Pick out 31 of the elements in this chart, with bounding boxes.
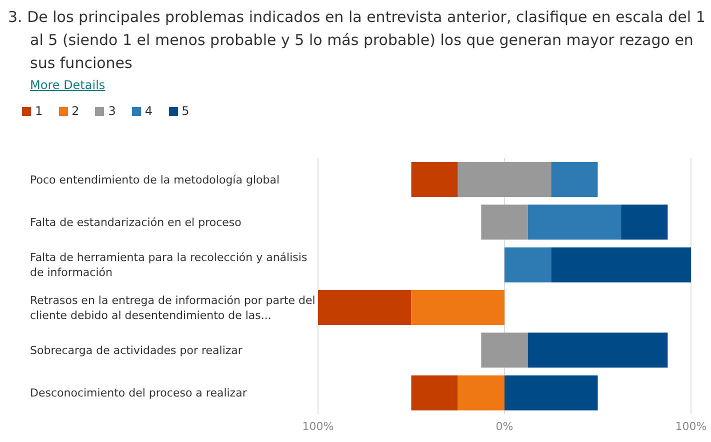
bar [318,290,412,325]
bar [411,375,458,410]
bar [411,290,504,325]
text: More Details [30,78,106,92]
bar [504,247,552,282]
bar [551,247,691,282]
bar [551,162,598,197]
bar [528,332,668,368]
bar [481,332,528,368]
legend-label: 5 [182,104,190,118]
bar [458,162,552,197]
bar [621,204,668,240]
bar [481,204,528,240]
x-tick-label: 0% [496,420,514,433]
y-tick-label: Poco entendimiento de la metodología global [30,172,280,186]
x-tick-label: 100% [675,420,707,433]
y-tick-label: Retrasos en la entrega de información por parte del cliente debido al desentendimiento de las... [30,293,316,322]
bar [411,162,458,197]
y-tick-label: Falta de herramienta para la recolección y análisis de información [30,250,308,279]
y-tick-label: Sobrecarga de actividades por realizar [30,344,243,356]
bar [458,375,504,410]
legend-label: 2 [72,104,80,118]
y-tick-label: Desconocimiento del proceso a realizar [30,386,248,400]
legend-label: 4 [144,104,153,118]
x-tick-label: 100% [302,420,334,433]
legend-label: 1 [35,104,43,118]
bar [528,204,622,240]
y-tick-label: Falta de estandarización en el proceso [30,216,242,228]
legend-label: 3 [108,104,116,118]
chart-title: 3. De los principales problemas indicados en la entrevista anterior, clasifique en escala del 1 al 5 (siendo 1 el menos probable y 5 lo más probable) los que generan mayor rezago en sus funciones [8,7,706,74]
bar [504,375,598,410]
